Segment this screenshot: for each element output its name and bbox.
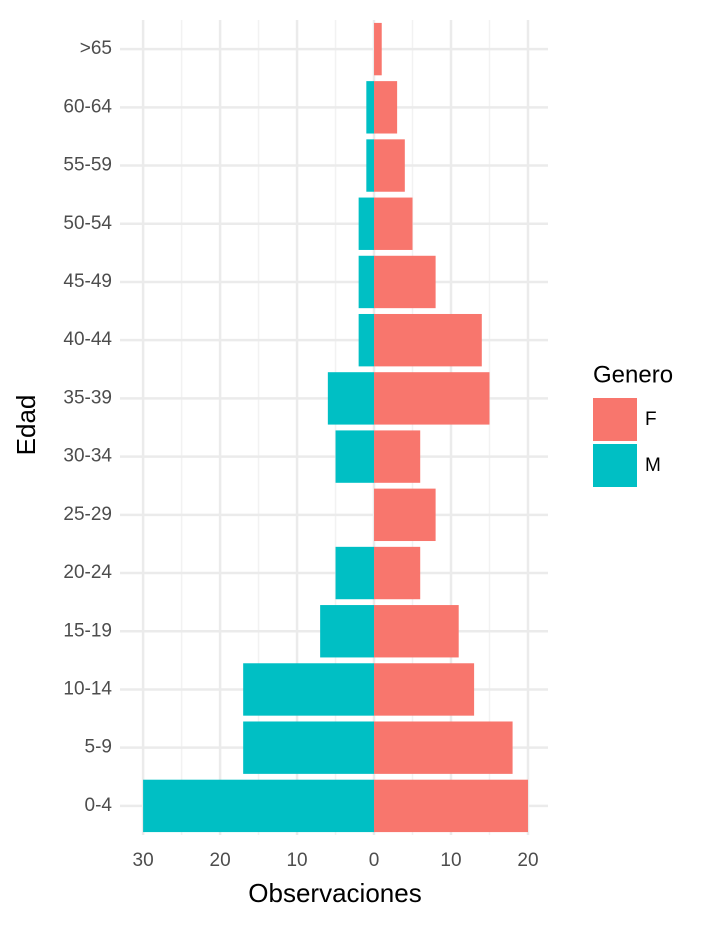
bar — [374, 22, 382, 76]
bar — [374, 663, 475, 716]
bar — [335, 430, 375, 483]
bar — [358, 255, 375, 309]
x-axis-title: Observaciones — [248, 878, 421, 908]
y-tick-label: 50-54 — [63, 213, 112, 234]
legend-key — [593, 444, 637, 487]
bar — [366, 81, 375, 134]
bar — [320, 605, 375, 658]
x-tick-label: 10 — [286, 850, 307, 871]
y-tick-label: 55-59 — [63, 155, 112, 176]
y-tick-label: 25-29 — [63, 504, 112, 525]
y-tick-label: 10-14 — [63, 678, 112, 699]
bar — [243, 721, 375, 774]
y-tick-label: 20-24 — [63, 562, 112, 583]
y-tick-label: 0-4 — [85, 795, 113, 816]
bar — [374, 605, 459, 658]
x-tick-label: 0 — [369, 850, 380, 871]
bar — [374, 81, 398, 134]
bar — [358, 197, 375, 250]
legend-key — [593, 398, 637, 441]
bar — [374, 430, 421, 483]
bar — [366, 139, 375, 192]
legend-label: M — [645, 455, 661, 476]
bar — [358, 313, 375, 367]
bar — [374, 255, 436, 309]
y-axis-title: Edad — [11, 395, 41, 456]
y-tick-label: 30-34 — [63, 446, 112, 467]
bar — [374, 139, 405, 192]
y-tick-label: 35-39 — [63, 387, 112, 408]
y-tick-label: >65 — [80, 38, 112, 59]
bar — [374, 721, 513, 774]
x-tick-label: 10 — [440, 850, 461, 871]
y-tick-label: 5-9 — [85, 737, 112, 758]
legend-title: Genero — [593, 361, 673, 388]
bar — [374, 313, 482, 367]
bar — [335, 546, 375, 600]
bar — [374, 372, 490, 425]
x-tick-label: 20 — [210, 850, 231, 871]
bar — [374, 779, 528, 833]
bar — [374, 488, 436, 542]
y-tick-label: 40-44 — [63, 329, 112, 350]
y-tick-label: 60-64 — [63, 96, 112, 117]
bar — [143, 779, 375, 833]
y-tick-label: 45-49 — [63, 271, 112, 292]
x-tick-label: 20 — [517, 850, 538, 871]
bar — [243, 663, 375, 716]
bar — [374, 197, 413, 250]
x-tick-label: 30 — [133, 850, 154, 871]
bar — [374, 546, 421, 600]
legend-label: F — [645, 409, 657, 430]
y-tick-label: 15-19 — [63, 620, 112, 641]
bar — [327, 372, 375, 425]
